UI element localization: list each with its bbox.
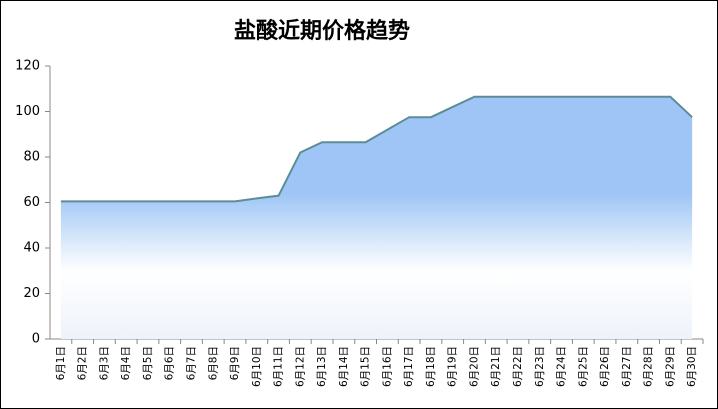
- x-tick-label: 6月26日: [599, 346, 611, 387]
- x-tick-label: 6月28日: [643, 346, 655, 387]
- x-tick-label: 6月10日: [251, 346, 263, 387]
- x-tick-label: 6月11日: [273, 346, 285, 387]
- x-tick-label: 6月9日: [229, 346, 241, 380]
- x-tick-label: 6月4日: [120, 346, 132, 380]
- y-tick-label: 100: [15, 104, 40, 119]
- x-tick-label: 6月13日: [316, 346, 328, 387]
- x-tick-label: 6月30日: [686, 346, 698, 387]
- x-tick-label: 6月24日: [556, 346, 568, 387]
- y-tick-label: 120: [15, 59, 40, 74]
- x-tick-label: 6月20日: [468, 346, 480, 387]
- line: [60, 95, 693, 203]
- chart-title: 盐酸近期价格趋势: [234, 18, 410, 44]
- x-tick-label: 6月17日: [403, 346, 415, 387]
- y-tick-label: 20: [23, 286, 40, 301]
- x-tick-label: 6月8日: [207, 346, 219, 380]
- x-tick-label: 6月3日: [98, 346, 110, 380]
- x-tick-label: 6月29日: [664, 346, 676, 387]
- x-tick-label: 6月22日: [512, 346, 524, 387]
- x-tick-label: 6月18日: [425, 346, 437, 387]
- x-tick-label: 6月5日: [142, 346, 154, 380]
- y-tick-label: 40: [23, 241, 40, 256]
- y-tick-label: 60: [23, 195, 40, 210]
- x-tick-label: 6月7日: [185, 346, 197, 380]
- x-tick-label: 6月2日: [77, 346, 89, 380]
- x-tick-label: 6月16日: [381, 346, 393, 387]
- x-tick-label: 6月25日: [577, 346, 589, 387]
- area: [60, 96, 693, 340]
- x-tick-label: 6月12日: [294, 346, 306, 387]
- x-tick-label: 6月27日: [621, 346, 633, 387]
- x-tick-label: 6月1日: [55, 346, 67, 380]
- x-tick-label: 6月14日: [338, 346, 350, 387]
- x-tick-label: 6月19日: [447, 346, 459, 387]
- y-tick-label: 0: [32, 332, 40, 347]
- x-tick-label: 6月6日: [164, 346, 176, 380]
- x-tick-label: 6月15日: [360, 346, 372, 387]
- y-tick-label: 80: [23, 150, 40, 165]
- x-tick-label: 6月23日: [534, 346, 546, 387]
- x-tick-label: 6月21日: [490, 346, 502, 387]
